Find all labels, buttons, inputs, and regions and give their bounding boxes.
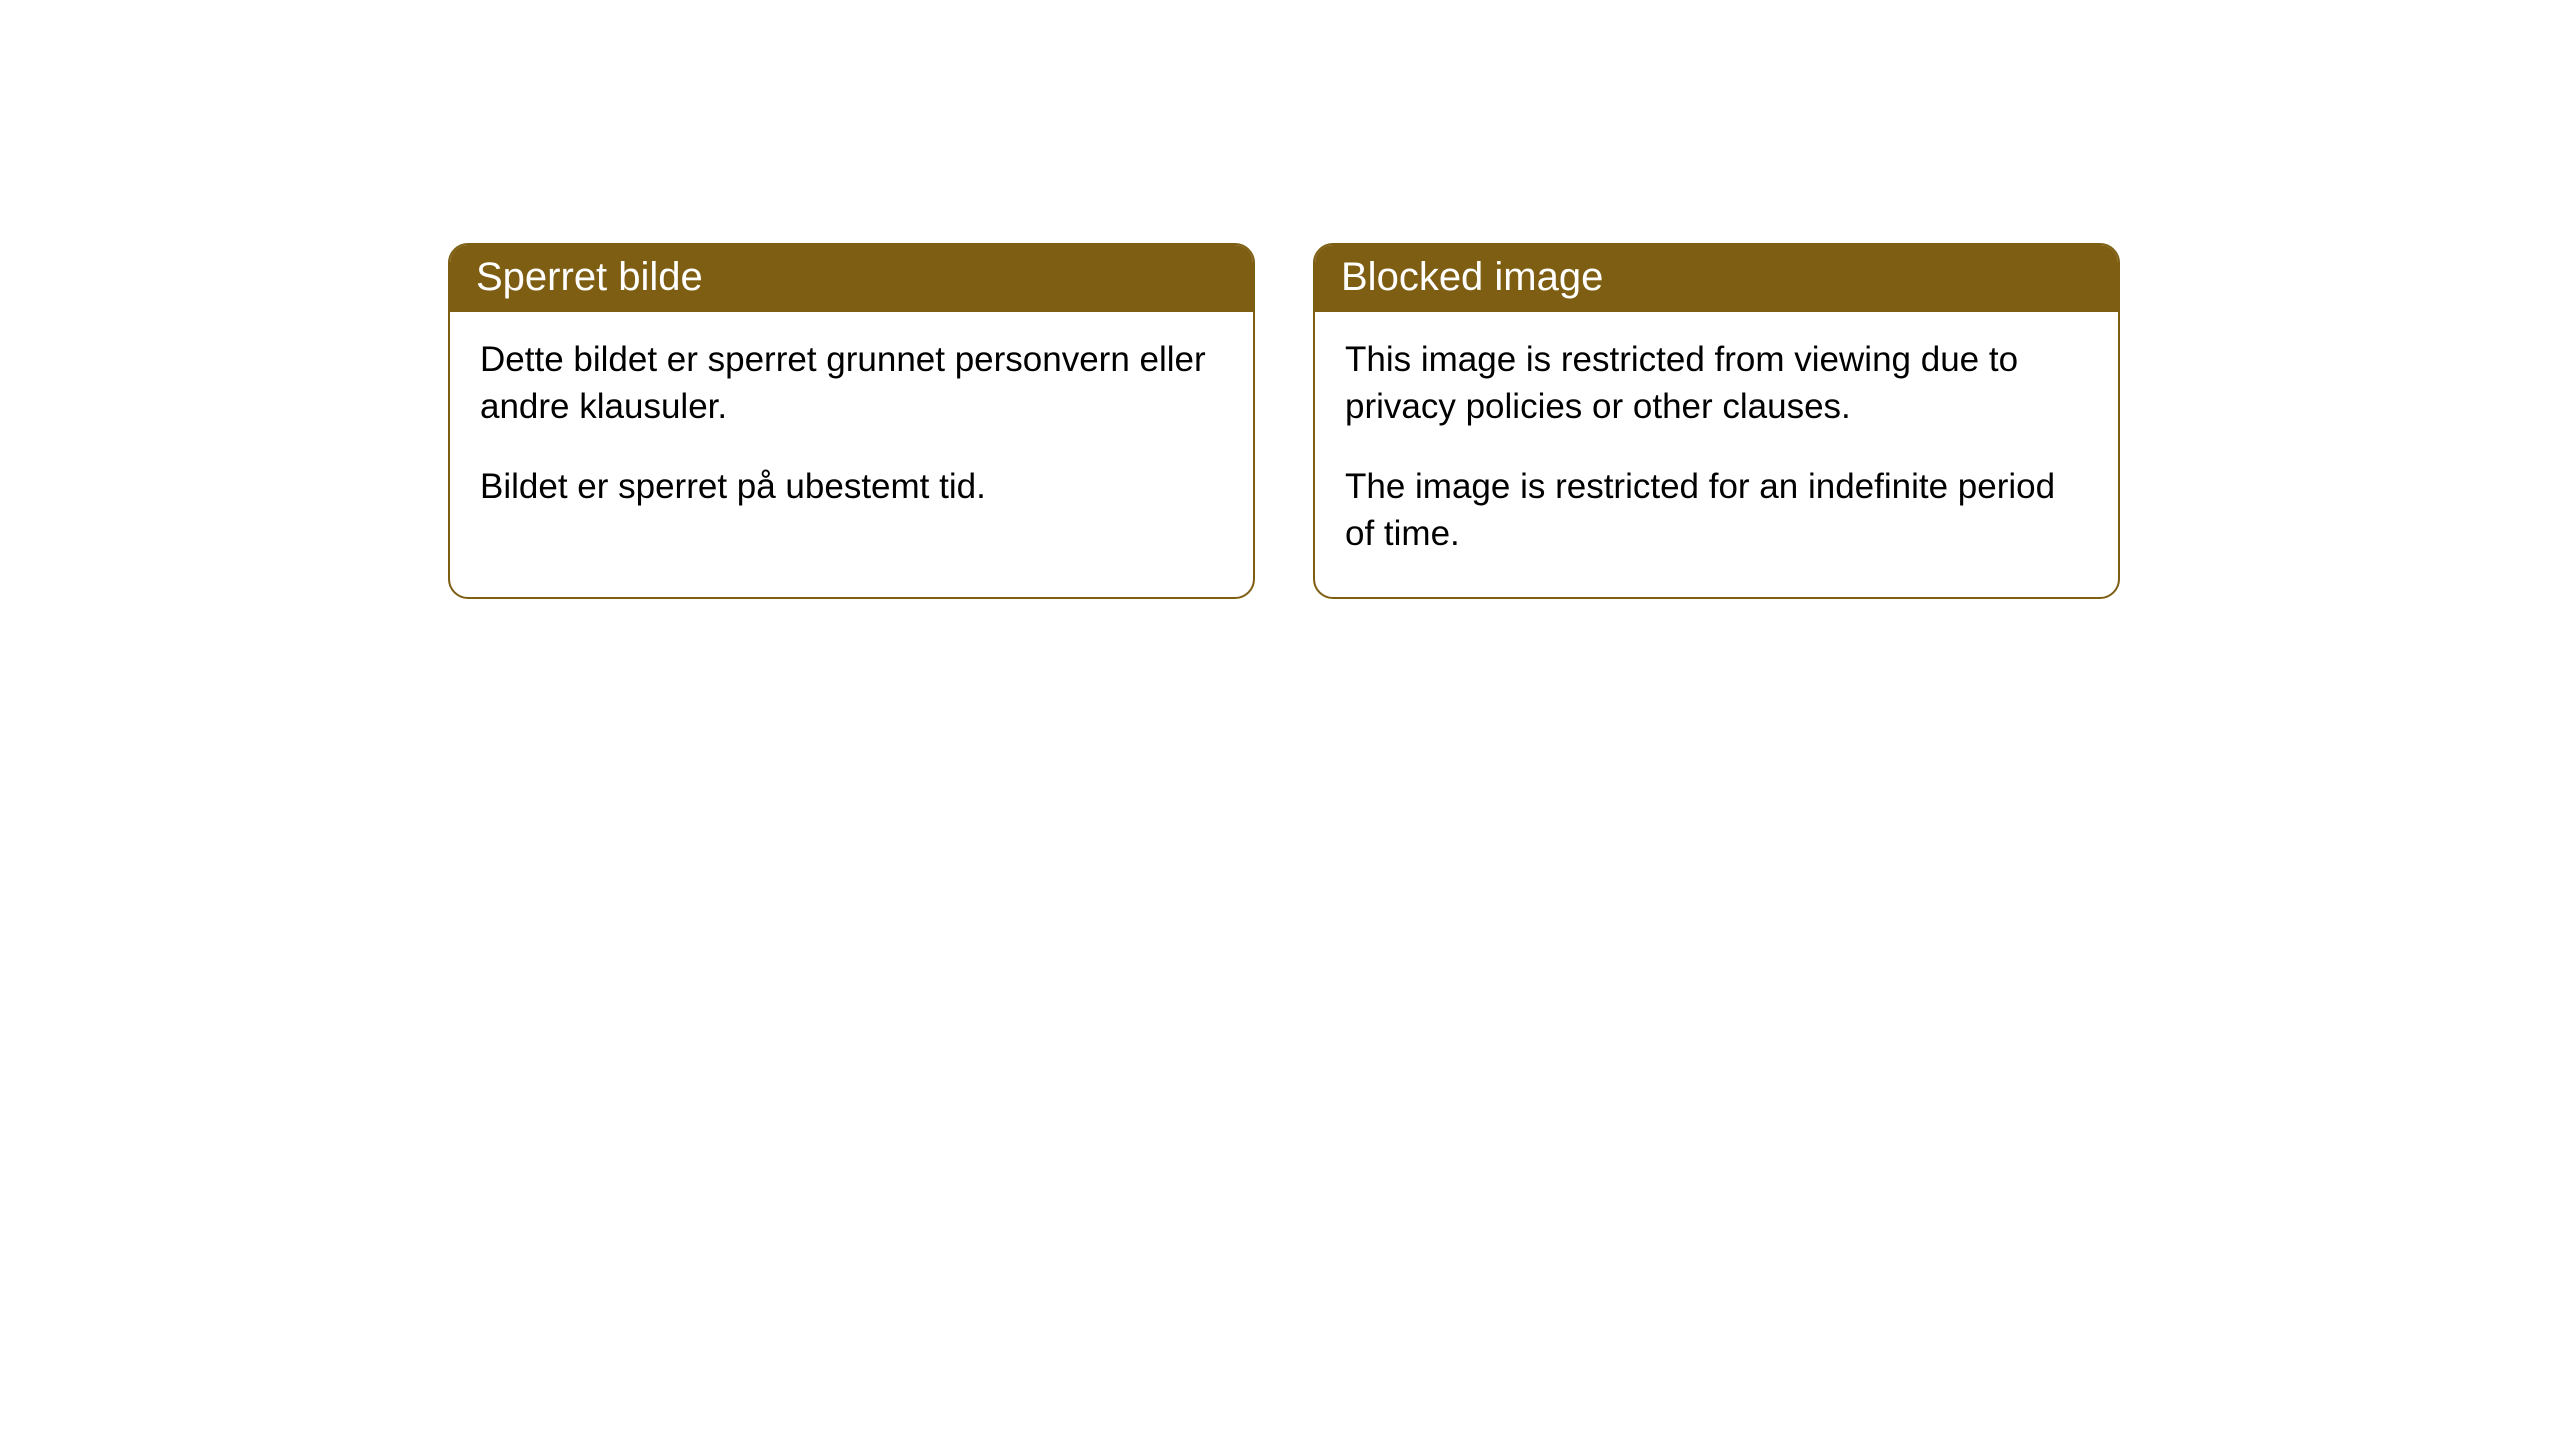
cards-container: Sperret bilde Dette bildet er sperret gr… xyxy=(0,0,2560,599)
card-paragraph: This image is restricted from viewing du… xyxy=(1345,336,2088,431)
blocked-image-card-en: Blocked image This image is restricted f… xyxy=(1313,243,2120,599)
card-body: Dette bildet er sperret grunnet personve… xyxy=(450,312,1253,550)
card-paragraph: Dette bildet er sperret grunnet personve… xyxy=(480,336,1223,431)
card-header: Blocked image xyxy=(1315,245,2118,312)
card-paragraph: Bildet er sperret på ubestemt tid. xyxy=(480,463,1223,510)
card-header: Sperret bilde xyxy=(450,245,1253,312)
card-body: This image is restricted from viewing du… xyxy=(1315,312,2118,597)
blocked-image-card-no: Sperret bilde Dette bildet er sperret gr… xyxy=(448,243,1255,599)
card-paragraph: The image is restricted for an indefinit… xyxy=(1345,463,2088,558)
card-title: Blocked image xyxy=(1341,255,1603,299)
card-title: Sperret bilde xyxy=(476,255,703,299)
